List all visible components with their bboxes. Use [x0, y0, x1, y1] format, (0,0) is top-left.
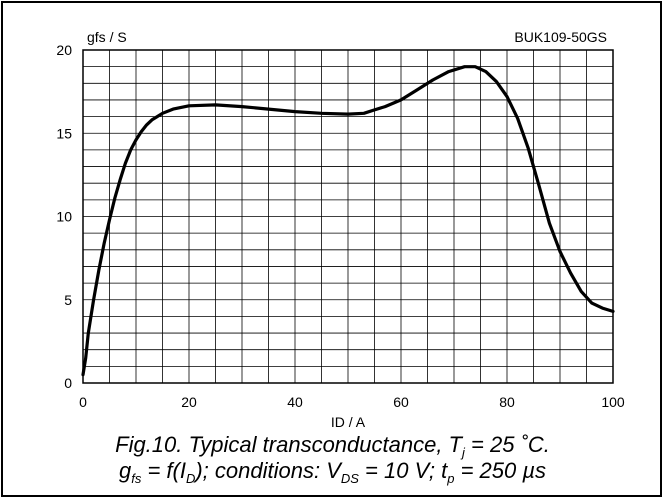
- y-tick-label: 5: [64, 292, 72, 308]
- caption-sub-p: p: [447, 471, 455, 486]
- y-tick-labels: 0 5 10 15 20: [56, 42, 72, 391]
- x-axis-label: ID / A: [331, 414, 366, 430]
- transconductance-chart: 0 5 10 15 20 0 20 40 60 80 100 gfs / S BUK109-50G…: [56, 29, 625, 430]
- caption-sub-ds: DS: [340, 471, 359, 486]
- y-tick-label: 20: [56, 42, 72, 58]
- x-tick-label: 60: [393, 394, 409, 410]
- x-tick-label: 20: [181, 394, 197, 410]
- device-label: BUK109-50GS: [514, 29, 607, 45]
- caption-line-1: Fig.10. Typical transconductance, Tj = 2…: [0, 432, 665, 460]
- caption-sub-fs: fs: [131, 471, 142, 486]
- caption-part1: = f(I: [141, 458, 186, 483]
- y-axis-label: gfs / S: [87, 29, 127, 45]
- grid: [83, 50, 613, 383]
- x-tick-label: 0: [79, 394, 87, 410]
- x-tick-label: 80: [499, 394, 515, 410]
- plot-border: [82, 49, 614, 384]
- caption-sub-j: j: [462, 445, 465, 460]
- caption-part4: = 250 µs: [454, 458, 547, 483]
- y-tick-label: 10: [56, 209, 72, 225]
- x-tick-label: 100: [601, 394, 625, 410]
- y-tick-label: 0: [64, 375, 72, 391]
- caption-fig-text: Fig.10. Typical transconductance, T: [115, 432, 462, 457]
- caption-temp: = 25 ˚C.: [464, 432, 550, 457]
- caption-line-2: gfs = f(ID); conditions: VDS = 10 V; tp …: [0, 458, 665, 486]
- caption-sub-d: D: [185, 471, 196, 486]
- gfs-curve: [81, 65, 615, 377]
- x-tick-labels: 0 20 40 60 80 100: [79, 394, 625, 410]
- x-tick-label: 40: [287, 394, 303, 410]
- caption-part2: ); conditions: V: [195, 458, 341, 483]
- caption-g: g: [118, 458, 132, 483]
- caption-part3: = 10 V; t: [358, 458, 448, 483]
- y-tick-label: 15: [56, 125, 72, 141]
